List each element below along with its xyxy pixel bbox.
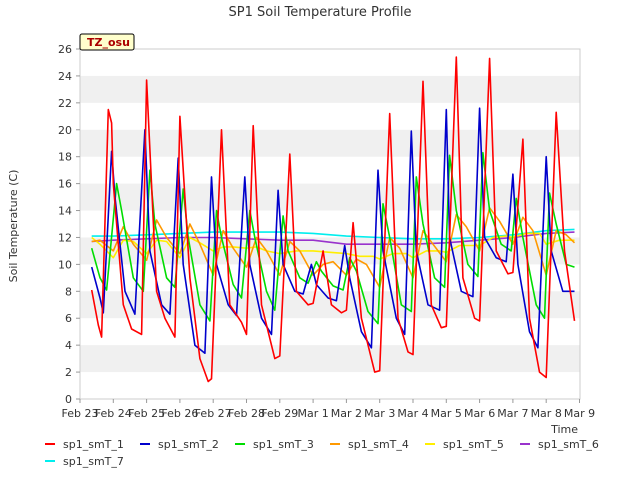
x-tick-label: Feb 23 — [62, 407, 99, 420]
series-line-sp1_smT_2 — [90, 107, 575, 355]
y-tick-label: 20 — [58, 124, 72, 137]
y-tick-label: 2 — [65, 366, 72, 379]
y-tick-label: 10 — [58, 258, 72, 271]
y-axis-label: Soil Temperature (C) — [7, 170, 20, 283]
y-tick-label: 4 — [65, 339, 72, 352]
grid-band — [80, 345, 580, 373]
y-tick-label: 0 — [65, 393, 72, 406]
x-tick-label: Mar 7 — [497, 407, 528, 420]
x-tick-label: Mar 2 — [331, 407, 362, 420]
y-tick-label: 8 — [65, 285, 72, 298]
legend-entry: sp1_smT_3 — [253, 438, 314, 451]
x-tick-label: Feb 27 — [195, 407, 232, 420]
x-tick-label: Feb 24 — [95, 407, 132, 420]
x-tick-label: Mar 4 — [397, 407, 428, 420]
x-axis-label: Time — [550, 423, 578, 436]
y-tick-label: 12 — [58, 231, 72, 244]
y-tick-label: 18 — [58, 151, 72, 164]
y-tick-label: 26 — [58, 43, 72, 56]
grid-band — [80, 129, 580, 157]
x-tick-label: Mar 6 — [464, 407, 495, 420]
tz-badge-text: TZ_osu — [87, 36, 130, 49]
legend-entry: sp1_smT_2 — [158, 438, 219, 451]
y-tick-label: 24 — [58, 70, 72, 83]
grid-band — [80, 75, 580, 103]
y-tick-label: 6 — [65, 312, 72, 325]
legend-entry: sp1_smT_6 — [538, 438, 599, 451]
x-tick-label: Feb 25 — [128, 407, 165, 420]
grid-band — [80, 183, 580, 211]
legend-entry: sp1_smT_7 — [63, 455, 124, 468]
x-tick-label: Mar 5 — [431, 407, 462, 420]
legend-entry: sp1_smT_5 — [443, 438, 504, 451]
legend: sp1_smT_1 sp1_smT_2 sp1_smT_3 sp1_smT_4 sp1_… — [45, 438, 599, 468]
x-tick-label: Feb 28 — [228, 407, 265, 420]
tz-badge: TZ_osu — [79, 33, 135, 51]
x-tick-label: Mar 1 — [297, 407, 328, 420]
y-tick-label: 14 — [58, 205, 72, 218]
plot-frame — [79, 48, 581, 400]
x-tick-label: Feb 29 — [261, 407, 298, 420]
legend-entry: sp1_smT_4 — [348, 438, 409, 451]
x-tick-label: Mar 3 — [364, 407, 395, 420]
series-line-sp1_smT_1 — [90, 56, 576, 383]
x-tick-label: Mar 8 — [531, 407, 562, 420]
legend-entry: sp1_smT_1 — [63, 438, 124, 451]
x-tick-label: Feb 26 — [161, 407, 198, 420]
chart-title: SP1 Soil Temperature Profile — [229, 5, 412, 20]
plot-area — [80, 49, 580, 399]
series-line-sp1_smT_4 — [91, 207, 576, 289]
y-tick-label: 22 — [58, 97, 72, 110]
y-tick-label: 16 — [58, 178, 72, 191]
series-layer — [90, 56, 576, 383]
x-tick-label: Mar 9 — [564, 407, 595, 420]
